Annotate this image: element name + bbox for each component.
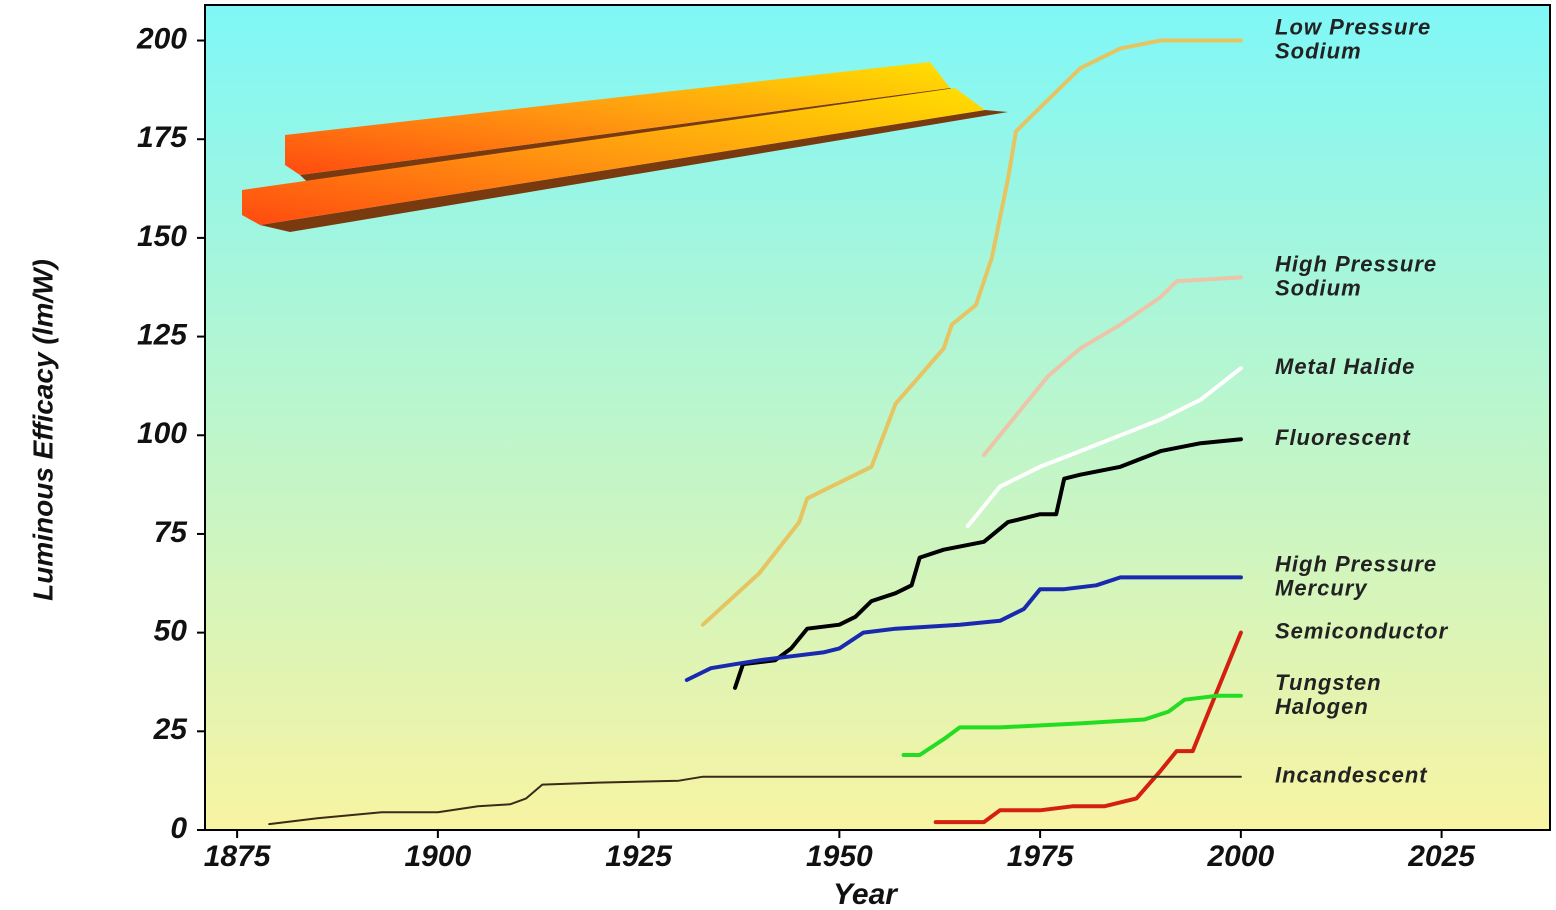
y-tick-label: 150 [137,220,187,253]
legend-label-line: Tungsten [1275,670,1382,695]
x-tick-label: 2000 [1206,840,1274,873]
legend-label-line: Semiconductor [1275,618,1449,643]
y-axis-label: Luminous Efficacy (lm/W) [27,259,58,601]
legend-label-line: Sodium [1275,275,1362,300]
x-axis-label: Year [833,878,899,910]
x-tick-label: 1925 [605,840,673,873]
legend-label-line: Incandescent [1275,763,1428,788]
legend-label-line: Sodium [1275,38,1362,63]
legend-label: Low Pressure Sodium [1275,14,1431,63]
legend-label: High Pressure Sodium [1275,251,1437,300]
x-tick-label: 1950 [806,840,873,873]
legend-label-line: High Pressure [1275,251,1437,276]
y-tick-label: 25 [153,713,189,746]
legend-label-line: Fluorescent [1275,425,1411,450]
x-tick-label: 1875 [204,840,272,873]
series-line [684,575,1243,682]
series-line [268,775,1242,826]
y-tick-label: 125 [137,319,188,352]
series-line [981,275,1243,457]
legend-label-line: High Pressure [1275,551,1437,576]
series-line [965,366,1243,529]
y-tick-label: 0 [170,812,187,845]
legend-label-line: Mercury [1275,575,1368,600]
legend-label: Incandescent [1275,763,1428,788]
series-line [901,693,1243,757]
y-tick-label: 175 [137,121,188,154]
y-tick-label: 100 [137,417,187,450]
y-tick-label: 75 [154,516,189,549]
legend-label: Tungsten Halogen [1275,670,1382,719]
x-tick-label: 1975 [1007,840,1075,873]
legend-label: Metal Halide [1275,354,1415,379]
legend-label-line: Halogen [1275,694,1369,719]
legend-label: Semiconductor [1275,618,1449,643]
series-line [733,437,1243,690]
legend-label: Fluorescent [1275,425,1411,450]
decoration [242,62,1008,232]
y-tick-label: 200 [136,22,187,55]
series-line [700,38,1243,627]
x-tick-label: 1900 [404,840,471,873]
x-tick-label: 2025 [1407,840,1476,873]
legend-label-line: Low Pressure [1275,14,1431,39]
legend-label-line: Metal Halide [1275,354,1415,379]
series-line [933,630,1243,825]
legend-label: High Pressure Mercury [1275,551,1437,600]
y-tick-label: 50 [154,615,188,648]
